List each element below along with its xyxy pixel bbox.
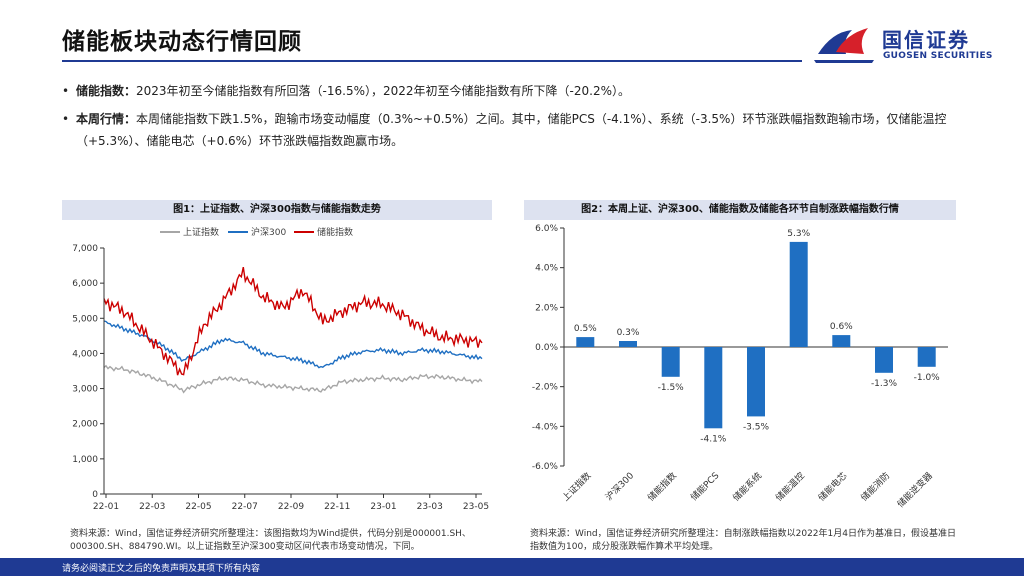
chart2-category-label: 储能系统 [730, 470, 764, 504]
chart2-data-label: 5.3% [787, 229, 810, 239]
bullet-text: 本周储能指数下跌1.5%，跑输市场变动幅度（0.3%~+0.5%）之间。其中，储… [76, 112, 947, 148]
chart2-y-tick-label: -2.0% [532, 383, 559, 393]
chart2-bar [747, 347, 765, 417]
logo-text-cn: 国信证券 [882, 28, 970, 52]
chart1-x-tick-label: 22-03 [139, 502, 165, 512]
chart2-bar [789, 241, 808, 347]
chart2-data-label: -1.0% [914, 373, 941, 383]
chart2-y-tick-label: -6.0% [532, 462, 559, 472]
chart2-category-label: 沪深300 [603, 469, 637, 503]
chart2-data-label: 0.5% [574, 324, 597, 334]
summary-bullets: 储能指数：2023年初至今储能指数有所回落（-16.5%），2022年初至今储能… [62, 80, 962, 158]
chart2-bar [832, 335, 851, 347]
legend-storage: 储能指数 [317, 226, 353, 238]
chart2-bar [619, 341, 637, 347]
footer-bar: 请务必阅读正文之后的免责声明及其项下所有内容 [0, 558, 1024, 576]
guosen-logo-icon [814, 28, 874, 63]
bullet-weekly: 本周行情：本周储能指数下跌1.5%，跑输市场变动幅度（0.3%~+0.5%）之间… [62, 108, 962, 152]
chart1-y-tick-label: 6,000 [72, 279, 98, 289]
chart2-data-label: -3.5% [743, 422, 770, 432]
chart2-category-label: 储能消防 [858, 470, 892, 504]
footer-disclaimer: 请务必阅读正文之后的免责声明及其项下所有内容 [62, 564, 261, 574]
chart2-category-label: 储能温控 [773, 470, 807, 504]
legend-hs300: 沪深300 [251, 226, 286, 238]
chart1-series-hs300 [103, 320, 483, 369]
legend-shanghai: 上证指数 [183, 226, 219, 238]
chart1-y-tick-label: 1,000 [72, 455, 98, 465]
chart1-y-tick-label: 3,000 [72, 385, 98, 395]
chart2-heading: 图2：本周上证、沪深300、储能指数及储能各环节自制涨跌幅指数行情 [524, 200, 956, 220]
chart2-category-label: 上证指数 [559, 470, 593, 504]
title-divider [62, 60, 802, 62]
chart2-y-tick-label: 4.0% [535, 264, 558, 274]
chart1-y-tick-label: 2,000 [72, 420, 98, 430]
chart2-y-tick-label: 6.0% [535, 224, 558, 234]
chart2-data-label: -1.3% [871, 379, 898, 389]
chart1-y-tick-label: 0 [92, 490, 98, 500]
logo-text-en: GUOSEN SECURITIES [883, 51, 993, 61]
chart1-line-chart: 上证指数 沪深300 储能指数 0 1,000 2,000 3,000 4,000 5,0… [72, 226, 489, 512]
chart2-bar [661, 347, 680, 377]
chart2-data-label: -4.1% [700, 434, 727, 444]
chart2-category-label: 储能PCS [688, 469, 722, 503]
chart1-x-tick-label: 23-03 [417, 502, 443, 512]
chart1-x-tick-label: 22-09 [278, 502, 304, 512]
chart1-source: 资料来源：Wind，国信证券经济研究所整理注：该图指数均为Wind提供，代码分别… [70, 529, 471, 552]
chart1-heading: 图1：上证指数、沪深300指数与储能指数走势 [62, 200, 492, 220]
chart2-data-label: 0.3% [617, 328, 640, 338]
chart1-legend: 上证指数 沪深300 储能指数 [160, 226, 353, 238]
chart1-y-tick-label: 4,000 [72, 349, 98, 359]
chart1-y-tick-label: 7,000 [72, 244, 98, 254]
chart2-bar [875, 347, 893, 373]
chart1-x-tick-label: 22-07 [232, 502, 258, 512]
chart2-bar-chart: 6.0% 4.0% 2.0% 0.0% -2.0% -4.0% -6.0% 0.5% 上证指数… [532, 224, 948, 510]
chart2-category-label: 储能逆变器 [895, 470, 935, 510]
chart2-bar [917, 347, 936, 367]
chart1-x-tick-label: 22-01 [93, 502, 119, 512]
bullet-label: 储能指数： [76, 84, 137, 98]
chart2-category-label: 储能电芯 [815, 470, 849, 504]
chart2-data-label: 0.6% [830, 322, 853, 332]
chart1-y-tick-label: 5,000 [72, 314, 98, 324]
chart1-x-tick-label: 22-11 [324, 502, 350, 512]
chart2-y-tick-label: -4.0% [532, 422, 559, 432]
page-title: 储能板块动态行情回顾 [62, 29, 302, 55]
bullet-label: 本周行情： [76, 112, 137, 126]
chart1-x-tick-label: 23-05 [463, 502, 489, 512]
chart2-y-tick-label: 2.0% [535, 303, 558, 313]
chart1-x-tick-label: 22-05 [185, 502, 211, 512]
chart2-source: 资料来源：Wind，国信证券经济研究所整理注：自制涨跌幅指数以2022年1月4日… [530, 529, 956, 552]
chart1-series-shanghai [103, 364, 483, 394]
chart2-y-tick-label: 0.0% [535, 343, 558, 353]
chart2-data-label: -1.5% [658, 383, 685, 393]
chart1-x-tick-label: 23-01 [370, 502, 396, 512]
chart2-bar [704, 347, 723, 429]
bullet-index: 储能指数：2023年初至今储能指数有所回落（-16.5%），2022年初至今储能… [62, 80, 962, 102]
chart2-bar [576, 337, 595, 347]
chart2-category-label: 储能指数 [645, 470, 679, 504]
bullet-text: 2023年初至今储能指数有所回落（-16.5%），2022年初至今储能指数有所下… [136, 84, 630, 98]
chart1-series-storage [103, 266, 483, 376]
